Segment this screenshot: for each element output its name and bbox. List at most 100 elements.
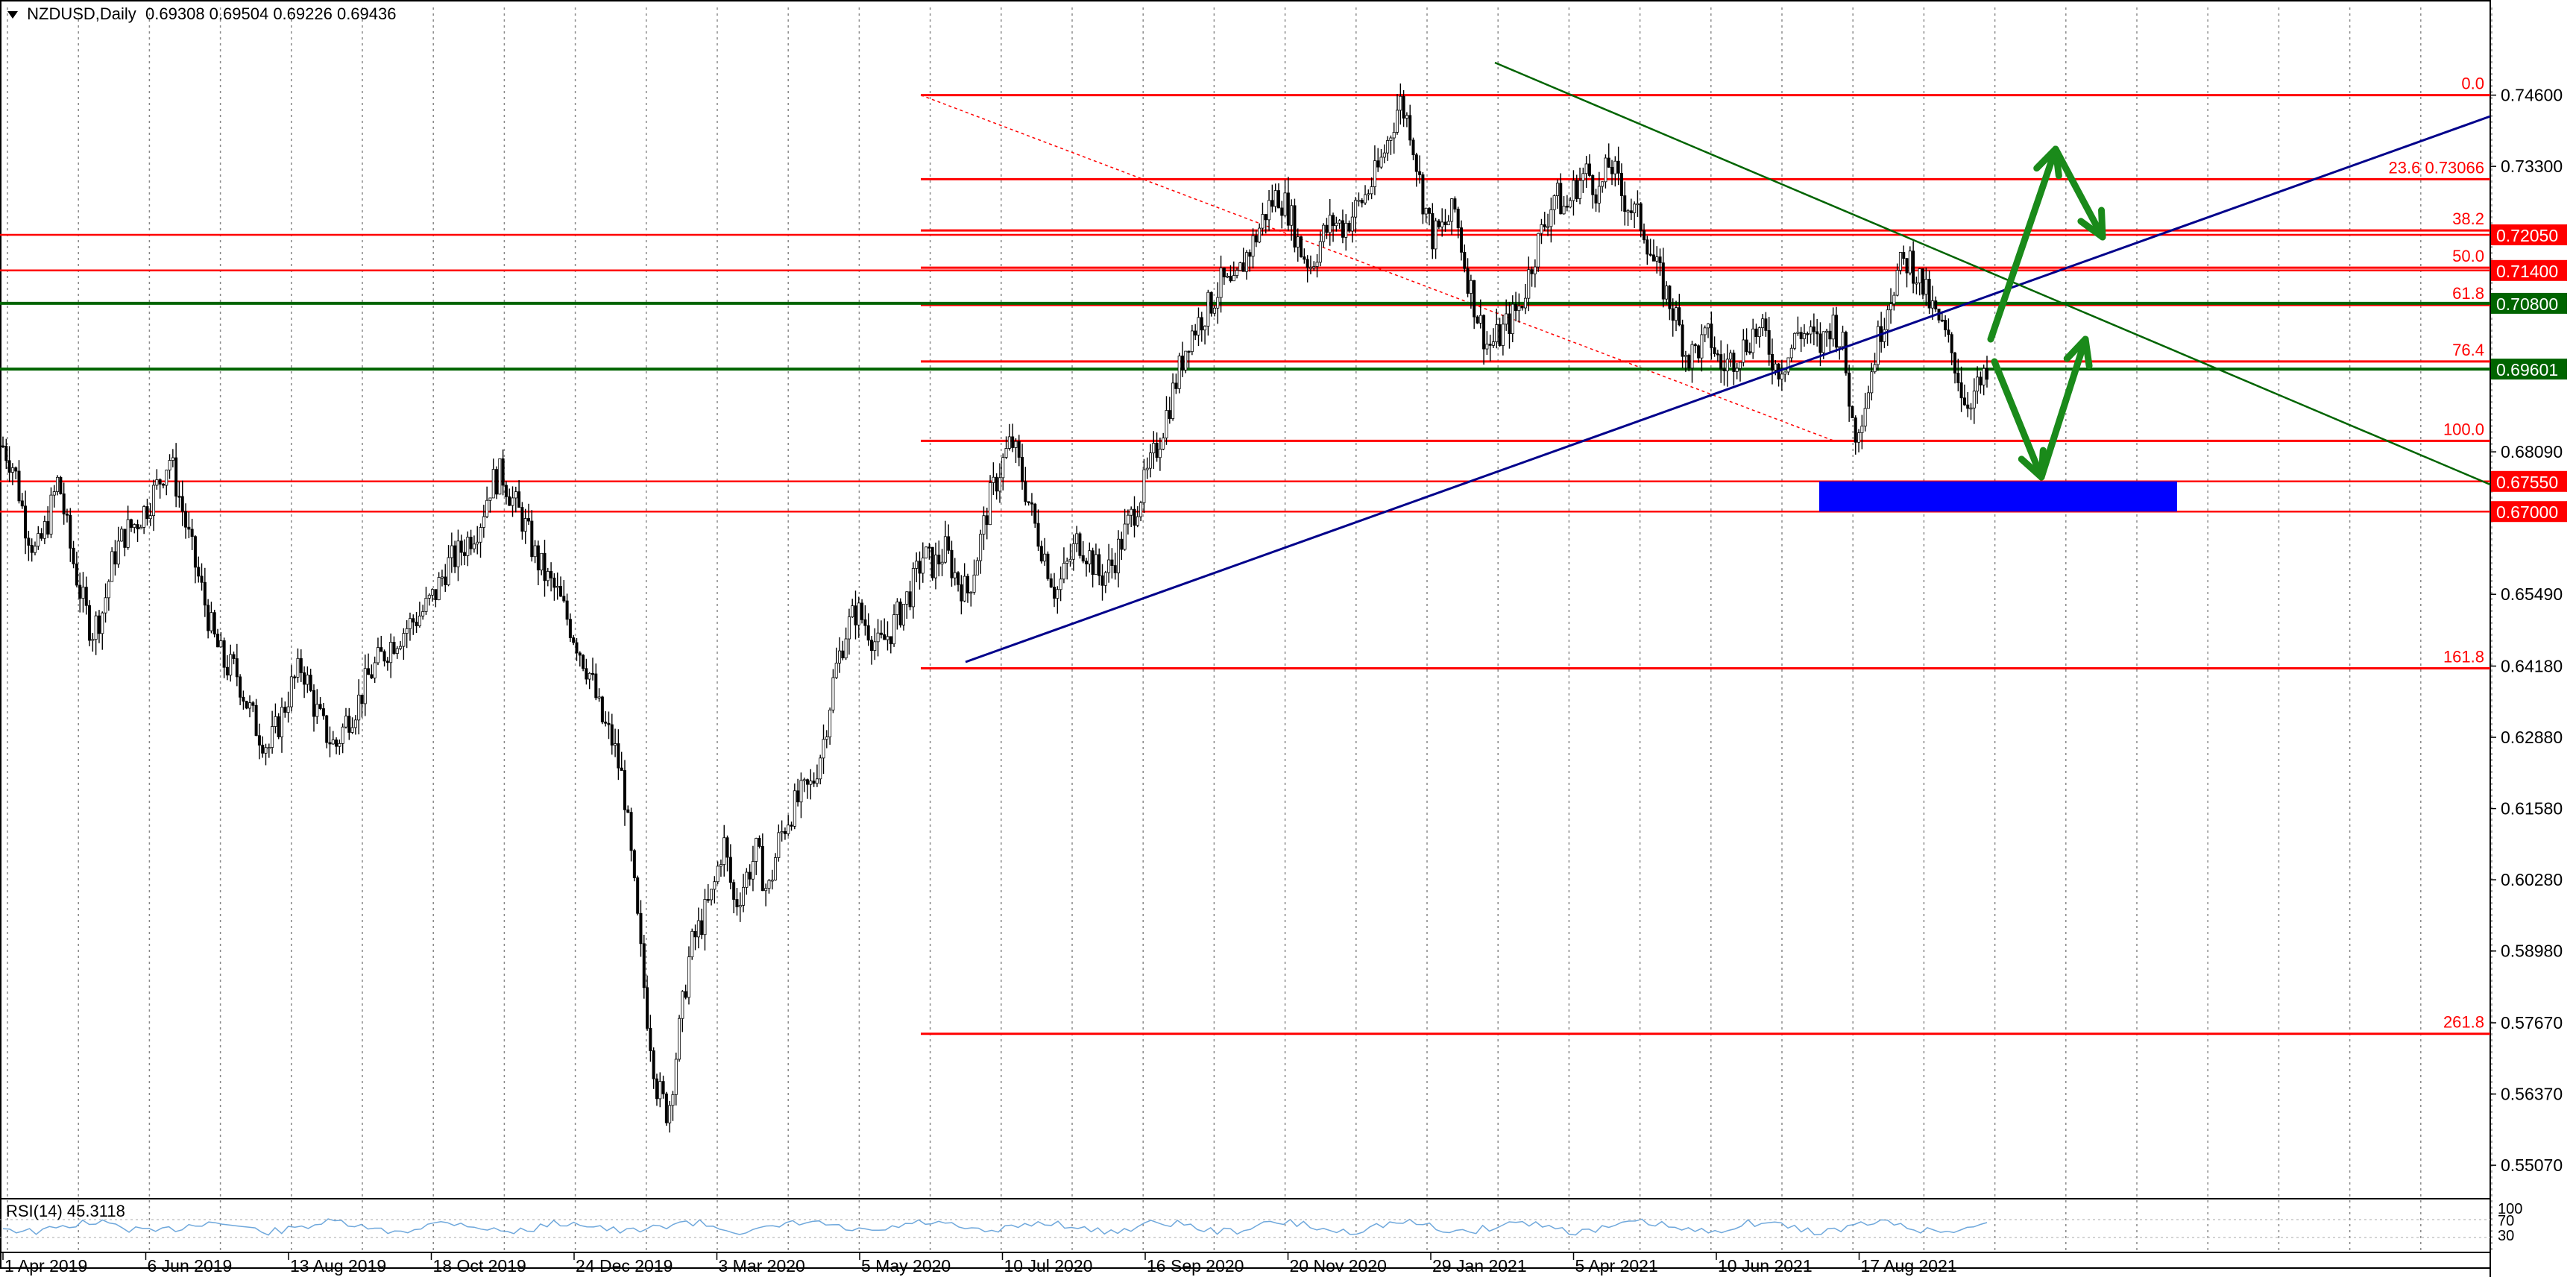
dropdown-triangle-icon[interactable] (7, 11, 18, 19)
rsi-line (2, 1218, 1988, 1236)
candle-body (1491, 341, 1495, 346)
candle-body (482, 516, 485, 528)
candle-body (767, 880, 771, 889)
candle-body (693, 930, 697, 938)
candle-body (405, 628, 409, 634)
candle-body (139, 526, 142, 530)
candle-body (925, 546, 928, 558)
candle-body (1947, 330, 1950, 335)
candle-body (1187, 350, 1191, 353)
candle-body (1328, 215, 1332, 233)
candle-body (1555, 183, 1559, 196)
price-tag-text: 0.71400 (2496, 262, 2558, 281)
candle-body (960, 584, 963, 602)
candle-body (886, 636, 889, 640)
candle-body (527, 518, 531, 522)
candle-body (1591, 175, 1595, 195)
candle-body (110, 551, 114, 582)
time-axis[interactable]: 1 Apr 2019 6 Jun 2019 13 Aug 2019 18 Oct 20… (2, 1252, 1957, 1276)
candle-body (315, 704, 319, 717)
candle-body (555, 586, 559, 588)
candle-body (347, 716, 351, 733)
fibonacci-retracement[interactable]: 0.0 23.6 0.73066 38.2 50.0 61.8 76.4 100.0 161.… (920, 75, 2490, 1035)
candle-body (1770, 353, 1774, 371)
candle-body (1367, 193, 1370, 195)
candle-body (165, 470, 169, 486)
candle-body (1552, 195, 1556, 210)
price-tag-text: 0.72050 (2496, 226, 2558, 245)
candle-body (937, 555, 941, 565)
candle-body (972, 574, 976, 593)
forecast-arrows[interactable] (1987, 145, 2106, 481)
candle-body (1812, 326, 1816, 332)
candle-body (1030, 502, 1033, 505)
candle-body (1251, 235, 1255, 257)
candle-body (928, 546, 931, 549)
candle-body (1431, 212, 1435, 250)
candle-body (1007, 436, 1011, 449)
candle-body (1286, 192, 1290, 226)
candle-body (1241, 262, 1245, 272)
candle-body (40, 533, 43, 539)
candle-body (222, 640, 226, 668)
candle-body (1626, 210, 1630, 212)
candle-body (533, 545, 537, 558)
candle-body (469, 537, 473, 549)
candle-body (732, 882, 736, 900)
candle-body (1219, 267, 1223, 298)
candle-body (588, 672, 591, 680)
candle-body (597, 696, 601, 699)
candle-body (1453, 198, 1457, 209)
candle-body (1238, 262, 1242, 271)
candle-body (1863, 408, 1867, 427)
candle-body (306, 675, 309, 685)
candle-body (751, 861, 755, 880)
candle-body (33, 546, 37, 553)
candle-body (312, 690, 315, 717)
candle-body (1876, 326, 1880, 365)
candle-body (1254, 235, 1258, 243)
candle-body (834, 663, 838, 678)
candle-body (760, 846, 764, 892)
candle-body (1443, 221, 1447, 226)
candle-body (395, 648, 399, 655)
candle-body (1043, 553, 1047, 562)
candle-body (309, 675, 312, 691)
candle-body (793, 790, 796, 827)
candle-body (145, 506, 149, 520)
candle-body (424, 597, 428, 612)
candle-body (703, 899, 707, 936)
candle-body (1344, 222, 1348, 238)
trendlines[interactable] (965, 61, 2491, 663)
candle-body (1094, 554, 1098, 576)
candle-body (357, 694, 361, 721)
candle-body (950, 549, 954, 578)
candle-body (1360, 200, 1364, 204)
candle-body (815, 778, 819, 784)
candle-body (568, 619, 572, 638)
fib-level-label: 100.0 (2443, 420, 2484, 438)
chart-header: NZDUSD,Daily 0.69308 0.69504 0.69226 0.6… (7, 4, 396, 24)
candle-body (1780, 373, 1783, 379)
candle-body (863, 619, 867, 626)
candle-body (1796, 332, 1800, 334)
candle-body (1039, 546, 1043, 562)
candle-body (46, 521, 50, 535)
candle-body (197, 567, 201, 577)
candle-body (604, 722, 608, 724)
candle-body (418, 615, 421, 626)
candle-body (594, 673, 598, 699)
candle-body (1350, 216, 1354, 232)
price-axis[interactable]: 0.74600 0.73300 0.68090 0.65490 0.64180 0.628… (2490, 86, 2563, 1176)
candle-body (296, 658, 300, 678)
candle-body (629, 812, 633, 851)
candle-body (450, 545, 453, 558)
fib-level-label: 50.0 (2452, 247, 2484, 265)
candle-body (1623, 195, 1627, 212)
rsi-level-label: 100 (2498, 1201, 2522, 1217)
candle-body (1866, 392, 1870, 409)
candle-body (94, 615, 98, 640)
candle-body (251, 702, 255, 706)
